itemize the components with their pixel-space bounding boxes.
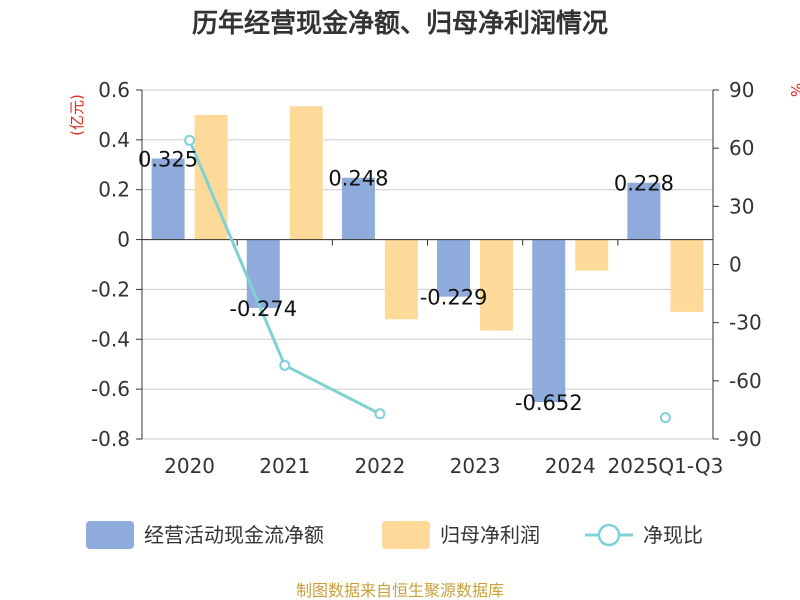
right-tick-label: 30	[729, 194, 754, 218]
ratio-line	[184, 134, 671, 424]
profit-bar	[384, 239, 418, 320]
bars	[151, 106, 704, 403]
right-tick-label: 60	[729, 136, 754, 160]
legend-marker-ratio	[597, 523, 621, 547]
category-label: 2021	[259, 454, 310, 478]
left-tick-label: 0	[117, 228, 130, 252]
right-tick-label: 0	[729, 253, 742, 277]
category-label: 2020	[164, 454, 215, 478]
cash-data-label: -0.229	[420, 286, 488, 310]
left-tick-label: -0.4	[91, 327, 130, 351]
legend-label-profit: 归母净利润	[440, 523, 540, 547]
right-axis-unit: %	[787, 83, 800, 97]
ratio-point	[184, 134, 196, 146]
cash-bar	[437, 239, 471, 297]
cash-data-label: -0.274	[229, 297, 297, 321]
category-label: 2023	[450, 454, 501, 478]
cash-bar	[341, 177, 375, 240]
profit-bar	[480, 239, 514, 331]
axes: 0.6 0.4 0.2 0 -0.2 -0.4 -0.6 -0.8 90 60 30 0 -30 -60 -…	[91, 78, 762, 478]
category-label: 2022	[354, 454, 405, 478]
cash-data-label: 0.325	[138, 148, 198, 172]
left-tick-label: -0.8	[91, 427, 130, 451]
profit-bar	[289, 106, 323, 240]
legend-swatch-profit	[382, 521, 430, 549]
cash-bar	[151, 158, 185, 240]
left-axis-unit: (亿元)	[68, 94, 86, 136]
data-labels: 0.325 -0.274 0.248 -0.229 -0.652 0.228	[138, 148, 674, 416]
cash-bar	[246, 239, 280, 308]
ratio-point	[279, 359, 291, 371]
legend-swatch-cash	[86, 521, 134, 549]
source-note: 制图数据来自恒生聚源数据库	[296, 581, 504, 600]
ratio-point	[659, 412, 671, 424]
cash-bar	[627, 182, 661, 240]
category-label: 2025Q1-Q3	[608, 454, 724, 478]
cash-data-label: 0.248	[328, 167, 388, 191]
left-tick-label: 0.2	[98, 178, 130, 202]
grid	[142, 89, 713, 440]
right-tick-label: -30	[729, 311, 762, 335]
left-tick-label: -0.6	[91, 377, 130, 401]
legend-label-cash: 经营活动现金流净额	[144, 523, 324, 547]
ratio-point	[374, 408, 386, 420]
legend: 经营活动现金流净额 归母净利润 净现比	[86, 521, 703, 549]
right-tick-label: -60	[729, 369, 762, 393]
cash-data-label: 0.228	[614, 172, 674, 196]
category-label: 2024	[545, 454, 596, 478]
profit-bar	[670, 239, 704, 312]
chart-title: 历年经营现金净额、归母净利润情况	[192, 8, 608, 39]
cash-data-label: -0.652	[515, 391, 583, 415]
left-tick-label: -0.2	[91, 277, 130, 301]
left-tick-label: 0.4	[98, 128, 130, 152]
profit-bar	[575, 239, 609, 271]
legend-label-ratio: 净现比	[643, 523, 703, 547]
left-tick-label: 0.6	[98, 78, 130, 102]
right-tick-label: -90	[729, 427, 762, 451]
right-tick-label: 90	[729, 78, 754, 102]
cash-bar	[532, 239, 566, 403]
